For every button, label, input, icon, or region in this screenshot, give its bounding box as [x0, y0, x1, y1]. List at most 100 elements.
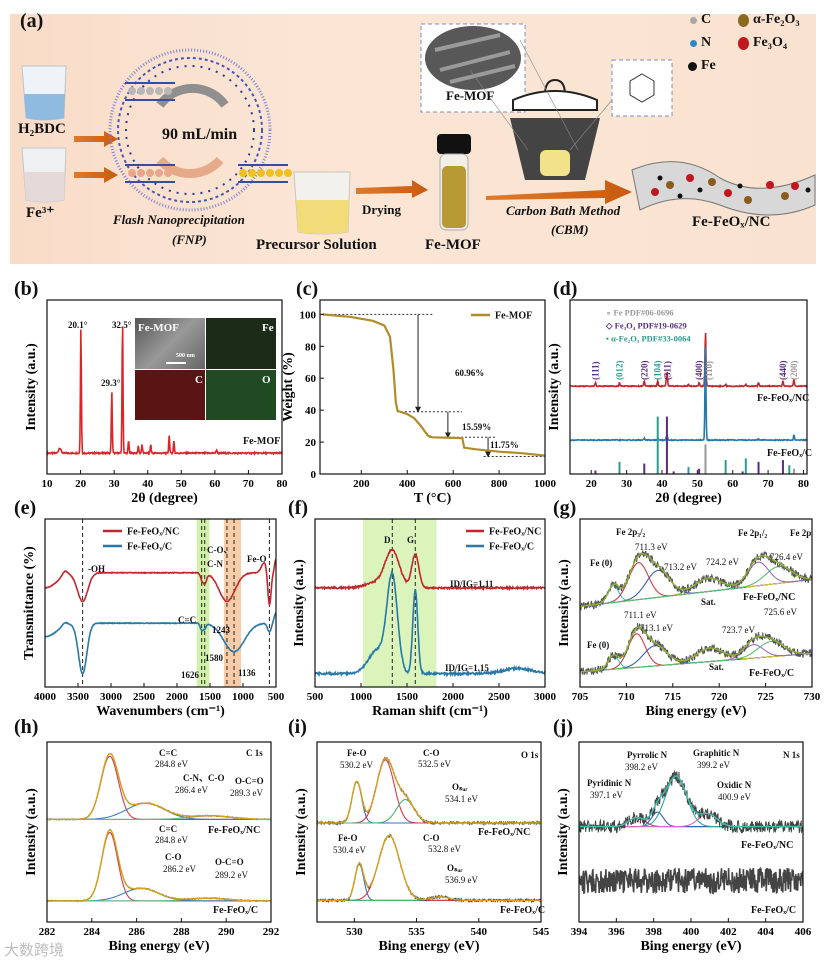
fit-envelope	[47, 829, 271, 902]
annotation-label: 399.2 eV	[697, 760, 730, 770]
annotation-label: 536.9 eV	[445, 875, 478, 885]
x-tick-label: 60	[727, 478, 739, 490]
x-tick-label: 398	[645, 926, 662, 938]
x-axis-label: 2θ (degree)	[655, 491, 722, 506]
highlight-band	[362, 519, 437, 687]
annotation-label: C-O、	[207, 545, 233, 555]
miller-index-label: (111)	[590, 361, 600, 380]
x-tick-label: 800	[491, 478, 508, 490]
carbon-dot-icon	[690, 16, 697, 24]
fe3o4-dot-icon	[738, 36, 749, 50]
fit-envelope	[317, 834, 541, 902]
fe-mof-vial-label: Fe-MOF	[425, 237, 481, 253]
x-tick-label: 600	[445, 478, 462, 490]
legend-label: ∘ Fe PDF#06-0696	[606, 308, 674, 318]
plot-area	[579, 769, 803, 895]
x-tick-label: 40	[656, 478, 668, 490]
annotation-label: O-C=O	[215, 857, 244, 867]
plot-area	[570, 332, 807, 474]
nitrogen-dot-icon	[690, 39, 697, 47]
annotation-label: 289.2 eV	[215, 870, 248, 880]
x-tick-label: 20	[586, 478, 598, 490]
annotation-label: 1626	[181, 670, 200, 680]
annotation-label: Fe-FeOₓ/NC	[757, 393, 809, 404]
chart-panel-c: 200 400 600 800 1000 0 20 40 60 80 100 T (°C) Weight…	[281, 299, 557, 506]
panel-label-a: (a)	[20, 10, 44, 32]
annotation-label: 530.2 eV	[340, 760, 373, 770]
fnp-title: Flash Nanoprecipitation	[113, 212, 245, 227]
x-tick-label: 396	[608, 926, 625, 938]
legend-label: Fe₃O₄	[753, 35, 788, 50]
annotation-label: C=C	[159, 824, 177, 834]
chart-panel-h: 282 284 286 288 290 292 Bing energy (eV) Intens…	[24, 741, 280, 954]
x-tick-label: 30	[621, 478, 633, 490]
chart-panel-d: (111) (012) (220) (104) (311) (400) (110) (440)…	[547, 299, 812, 506]
annotation-label: 284.8 eV	[155, 835, 188, 845]
sem-label: Fe-MOF	[446, 88, 495, 103]
x-axis-label: Raman shift (cm⁻¹)	[372, 704, 488, 719]
fnp-abbr: (FNP)	[172, 232, 207, 247]
legend-fe: Fe	[688, 58, 716, 74]
annotation-label: Fe-MOF	[138, 322, 179, 334]
x-tick-label: 288	[173, 926, 190, 938]
x-tick-label: 535	[408, 926, 425, 938]
miller-index-label: (440)	[778, 361, 788, 381]
fit-component	[47, 887, 271, 902]
panel-label-e: (e)	[14, 497, 37, 519]
melamine-ring-icon	[629, 73, 655, 103]
x-tick-label: 1500	[396, 691, 419, 703]
annotation-label: Fe-FeOₓ/C	[213, 905, 258, 916]
drying-label: Drying	[362, 202, 401, 217]
chart-panel-g: 705 710 715 720 725 730 Bing energy (eV) Intens…	[557, 518, 821, 719]
annotation-label: 711.1 eV	[624, 610, 657, 620]
melamine-structure-inset	[611, 59, 673, 117]
miller-index-label: (110)	[704, 361, 714, 380]
chart-panel-j: 394 396 398 400 402 404 406 Bing energy (eV) Int…	[556, 741, 812, 954]
panel-label-d: (d)	[553, 278, 578, 300]
annotation-label: Fe-O	[338, 833, 358, 843]
y-axis-label: Intensity (a.u.)	[292, 559, 307, 647]
plot-area	[315, 519, 545, 687]
series-line	[47, 327, 282, 457]
sem-image	[425, 26, 521, 90]
arrow-icon	[74, 131, 118, 147]
annotation-label: C 1s	[246, 748, 263, 758]
annotation-label: -OH	[88, 564, 105, 574]
miller-index-label: (400)	[694, 361, 704, 381]
x-tick-label: 70	[763, 478, 775, 490]
plot-area	[47, 327, 282, 457]
series-line	[315, 548, 545, 592]
annotation-label: C=C	[178, 615, 196, 625]
x-tick-label: 725	[757, 691, 774, 703]
annotation-label: 286.2 eV	[163, 864, 196, 874]
eds-map-fe	[206, 318, 276, 369]
cbm-abbr: (CBM)	[551, 222, 589, 237]
annotation-label: 11.75%	[490, 440, 519, 450]
flow-rate-label: 90 mL/min	[162, 126, 238, 143]
x-tick-label: 10	[42, 478, 54, 490]
series-line	[580, 623, 812, 676]
annotation-label: Sat.	[701, 597, 716, 607]
sem-image-fe-mof	[135, 318, 205, 369]
annotation-label: 29.3°	[101, 378, 121, 388]
annotation-label: Fe-FeOₓ/C	[767, 448, 812, 459]
x-axis-label: Bing energy (eV)	[645, 704, 746, 719]
annotation-label: ID/IG=1.15	[445, 663, 489, 673]
legend-label: Fe	[701, 58, 716, 73]
x-tick-label: 402	[720, 926, 737, 938]
annotation-label: Sat.	[709, 662, 724, 672]
beaker-h2bdc-icon	[21, 65, 67, 121]
annotation-label: 532.5 eV	[418, 759, 451, 769]
panel-label-g: (g)	[553, 497, 577, 519]
h2bdc-label: H₂BDC	[18, 121, 66, 137]
annotation-label: Pyridinic N	[587, 778, 632, 788]
annotation-label: Fe 2p₁/₂	[738, 528, 767, 538]
plot-area	[47, 752, 271, 903]
annotation-label: Fe-FeOₓ/NC	[743, 592, 795, 603]
annotation-label: Oₛᵤᵣ	[447, 863, 463, 873]
fit-envelope	[317, 757, 541, 824]
arrow-icon	[356, 180, 428, 198]
fit-component	[580, 565, 812, 607]
y-axis-label: Intensity (a.u.)	[556, 788, 571, 876]
annotation-label: 398.2 eV	[625, 762, 658, 772]
